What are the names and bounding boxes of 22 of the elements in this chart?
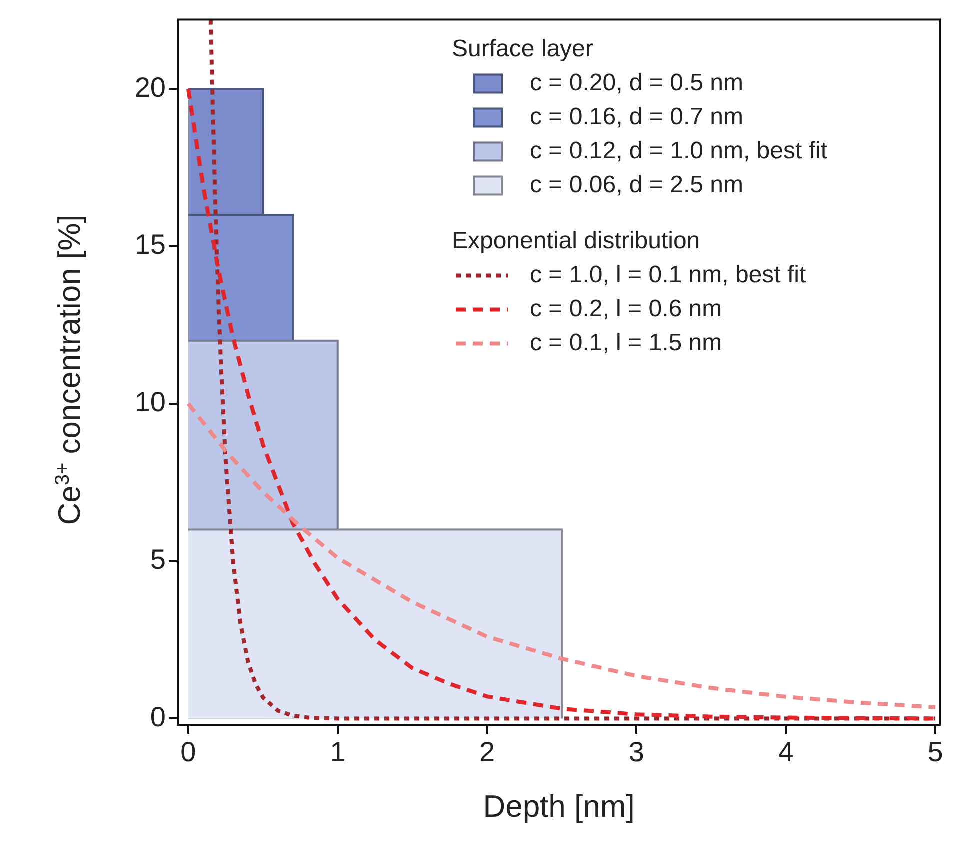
legend-label: c = 0.12, d = 1.0 nm, best fit — [530, 137, 828, 164]
x-tick-label: 0 — [180, 736, 196, 768]
x-tick-label: 5 — [928, 736, 944, 768]
x-tick-label: 1 — [330, 736, 346, 768]
legend-label: c = 0.20, d = 0.5 nm — [530, 69, 744, 96]
annotation: Surface layer — [452, 35, 594, 62]
y-tick-label: 10 — [134, 386, 166, 418]
x-tick-label: 4 — [778, 736, 794, 768]
x-tick-label: 2 — [479, 736, 496, 768]
line-series — [186, 402, 938, 710]
y-tick-label: 5 — [150, 544, 166, 576]
legend-label: c = 1.0, l = 0.1 nm, best fit — [530, 261, 806, 288]
y-tick-label: 20 — [134, 72, 166, 103]
y-tick-label: 15 — [134, 229, 166, 260]
legend-label: c = 0.2, l = 0.6 nm — [530, 295, 722, 322]
legend-label: c = 0.1, l = 1.5 nm — [530, 329, 722, 356]
y-tick-label: 0 — [150, 701, 166, 732]
x-axis-title: Depth [nm] — [483, 788, 635, 824]
legend-label: c = 0.06, d = 2.5 nm — [530, 171, 744, 198]
legend-label: c = 0.16, d = 0.7 nm — [530, 103, 744, 130]
x-tick-label: 3 — [628, 736, 644, 768]
annotation: Exponential distribution — [452, 227, 700, 254]
